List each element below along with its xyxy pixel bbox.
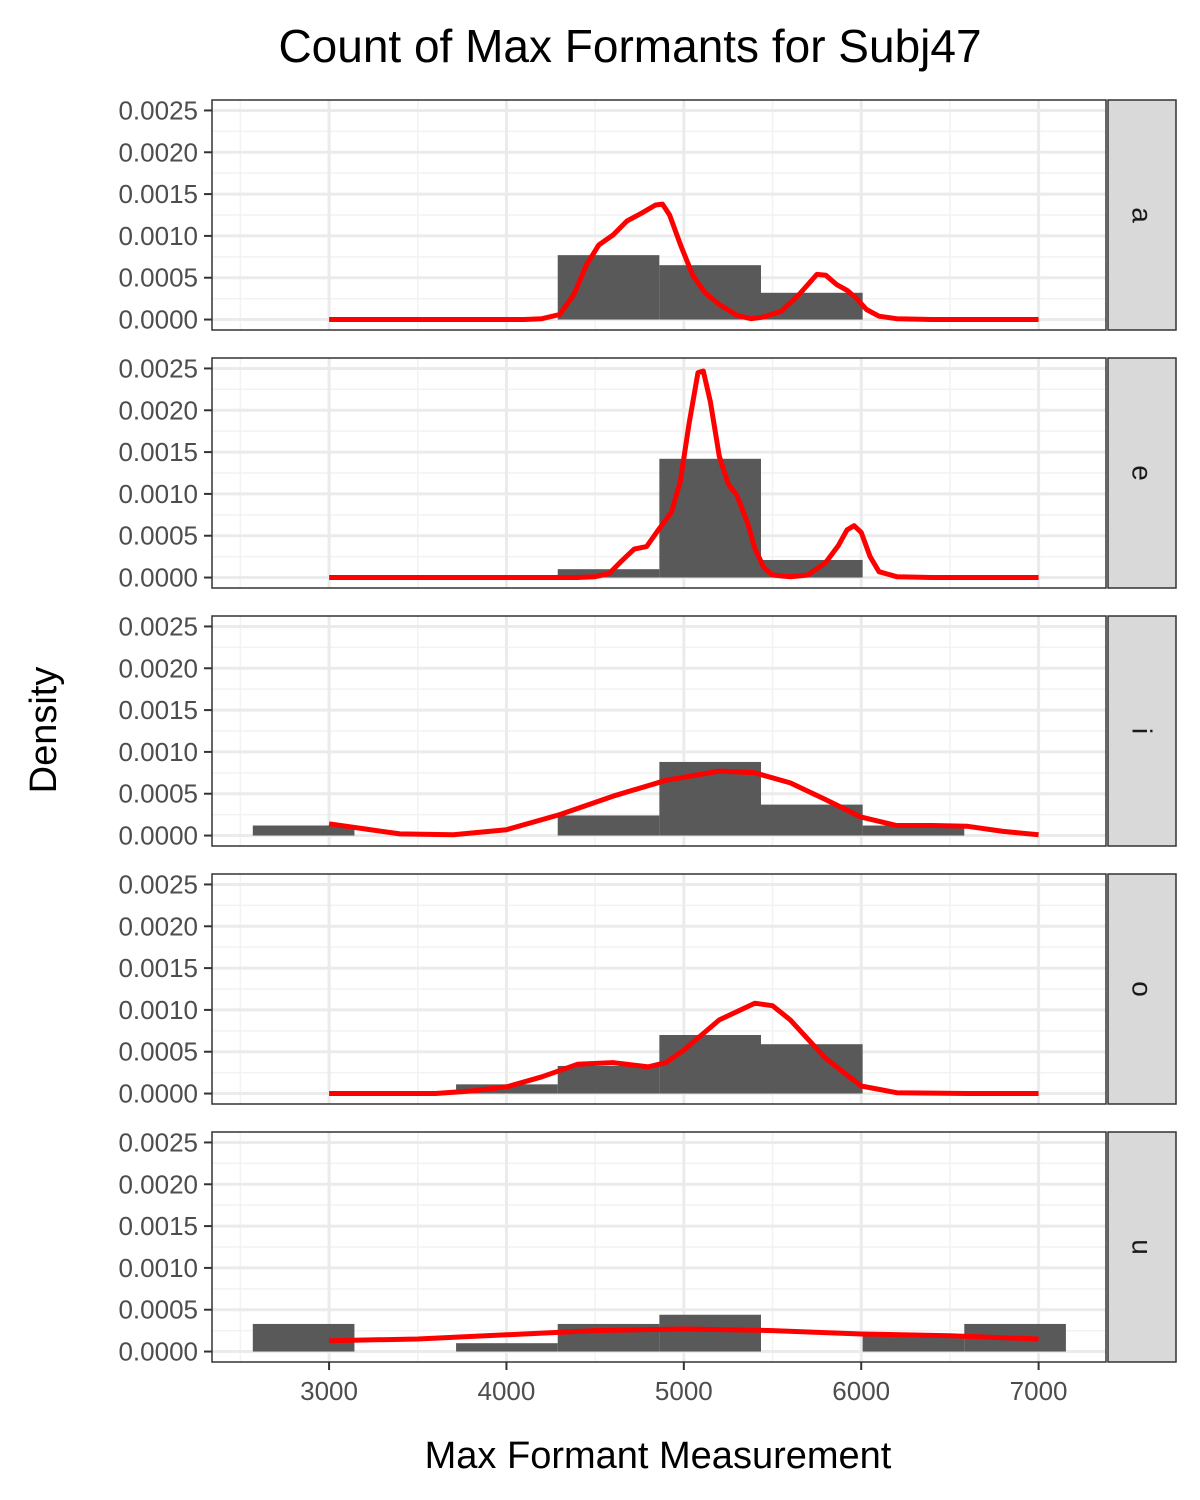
y-axis: 0.0000 0.0005 0.0010 0.0015 0.0020 0.0025 bbox=[118, 611, 212, 851]
x-tick-label: 7000 bbox=[1010, 1376, 1068, 1406]
y-tick-label: 0.0020 bbox=[118, 395, 198, 425]
histogram-bar bbox=[252, 1323, 355, 1352]
y-tick-label: 0.0010 bbox=[118, 737, 198, 767]
facet-strip-label: e bbox=[1127, 465, 1158, 481]
y-tick-label: 0.0005 bbox=[118, 1037, 198, 1067]
histogram-bar bbox=[760, 1044, 863, 1094]
y-tick-label: 0.0020 bbox=[118, 137, 198, 167]
facet-panel-u: 0.0000 0.0005 0.0010 0.0015 0.0020 0.0025 u bbox=[118, 1127, 1177, 1367]
histogram-bar bbox=[456, 1343, 558, 1352]
panel-border bbox=[211, 615, 1107, 847]
y-axis: 0.0000 0.0005 0.0010 0.0015 0.0020 0.0025 bbox=[118, 869, 212, 1109]
facet-strip bbox=[1107, 357, 1177, 589]
y-tick-label: 0.0010 bbox=[118, 995, 198, 1025]
histogram-bar bbox=[862, 1333, 965, 1352]
y-tick-label: 0.0000 bbox=[118, 305, 198, 335]
chart-title: Count of Max Formants for Subj47 bbox=[278, 20, 981, 72]
facet-strip bbox=[1107, 1131, 1177, 1363]
facet-panel-a: 0.0000 0.0005 0.0010 0.0015 0.0020 0.0025 a bbox=[118, 95, 1177, 335]
histogram-bar bbox=[760, 292, 863, 320]
y-tick-label: 0.0005 bbox=[118, 521, 198, 551]
histogram-bar bbox=[557, 1065, 660, 1094]
density-curve bbox=[328, 768, 1039, 838]
y-axis: 0.0000 0.0005 0.0010 0.0015 0.0020 0.0025 bbox=[118, 1127, 212, 1367]
facet-strip bbox=[1107, 873, 1177, 1105]
y-tick-label: 0.0015 bbox=[118, 437, 198, 467]
y-tick-label: 0.0020 bbox=[118, 1169, 198, 1199]
y-tick-label: 0.0000 bbox=[118, 1337, 198, 1367]
x-tick-label: 6000 bbox=[832, 1376, 890, 1406]
facet-panels: 0.00000.00050.00100.00150.00200.0025a0.0… bbox=[118, 95, 1177, 1367]
y-tick-label: 0.0025 bbox=[118, 1127, 198, 1157]
y-tick-label: 0.0005 bbox=[118, 263, 198, 293]
histogram-bar bbox=[557, 815, 660, 836]
density-curve bbox=[329, 1000, 1039, 1096]
y-tick-label: 0.0000 bbox=[118, 563, 198, 593]
x-tick-label: 3000 bbox=[300, 1376, 358, 1406]
facet-strip-label: u bbox=[1127, 1239, 1158, 1255]
y-tick-label: 0.0020 bbox=[118, 911, 198, 941]
y-tick-label: 0.0010 bbox=[118, 221, 198, 251]
y-tick-label: 0.0010 bbox=[118, 1253, 198, 1283]
panel-border bbox=[211, 357, 1107, 589]
histogram-bar bbox=[659, 265, 761, 320]
histogram-bar bbox=[252, 825, 355, 836]
facet-strip-label: i bbox=[1127, 728, 1158, 734]
histogram-bar bbox=[557, 255, 660, 320]
histogram-bar bbox=[659, 1035, 761, 1094]
y-tick-label: 0.0015 bbox=[118, 179, 198, 209]
facet-strip bbox=[1107, 99, 1177, 331]
density-curve bbox=[329, 1326, 1039, 1344]
y-tick-label: 0.0010 bbox=[118, 479, 198, 509]
y-axis: 0.0000 0.0005 0.0010 0.0015 0.0020 0.0025 bbox=[118, 353, 212, 593]
histogram-bar bbox=[659, 1314, 761, 1352]
x-tick-label: 4000 bbox=[478, 1376, 536, 1406]
y-axis-title: Density bbox=[23, 667, 65, 794]
panel-border bbox=[211, 99, 1107, 331]
x-axis-title: Max Formant Measurement bbox=[425, 1435, 892, 1477]
facet-strip-label: o bbox=[1127, 981, 1158, 997]
y-axis: 0.0000 0.0005 0.0010 0.0015 0.0020 0.0025 bbox=[118, 95, 212, 335]
histogram-bar bbox=[862, 825, 965, 836]
histogram-bar bbox=[760, 559, 863, 578]
y-tick-label: 0.0025 bbox=[118, 95, 198, 125]
facet-panel-i: 0.0000 0.0005 0.0010 0.0015 0.0020 0.0025 i bbox=[118, 611, 1177, 851]
y-tick-label: 0.0015 bbox=[118, 1211, 198, 1241]
y-tick-label: 0.0005 bbox=[118, 779, 198, 809]
panel-border bbox=[211, 1131, 1107, 1363]
y-tick-label: 0.0000 bbox=[118, 821, 198, 851]
facet-strip-label: a bbox=[1127, 207, 1158, 223]
density-curve bbox=[329, 201, 1039, 322]
y-tick-label: 0.0005 bbox=[118, 1295, 198, 1325]
y-tick-label: 0.0015 bbox=[118, 953, 198, 983]
facet-panel-o: 0.0000 0.0005 0.0010 0.0015 0.0020 0.0025 o bbox=[118, 869, 1177, 1109]
facet-panel-e: 0.0000 0.0005 0.0010 0.0015 0.0020 0.0025 e bbox=[118, 353, 1177, 593]
y-tick-label: 0.0000 bbox=[118, 1079, 198, 1109]
y-tick-label: 0.0025 bbox=[118, 353, 198, 383]
facet-strip bbox=[1107, 615, 1177, 847]
y-tick-label: 0.0025 bbox=[118, 611, 198, 641]
y-tick-label: 0.0020 bbox=[118, 653, 198, 683]
y-tick-label: 0.0025 bbox=[118, 869, 198, 899]
panel-border bbox=[211, 873, 1107, 1105]
y-tick-label: 0.0015 bbox=[118, 695, 198, 725]
density-curve bbox=[329, 368, 1039, 580]
x-axis: 3000 4000 5000 6000 7000 bbox=[300, 1362, 1068, 1406]
x-tick-label: 5000 bbox=[655, 1376, 713, 1406]
